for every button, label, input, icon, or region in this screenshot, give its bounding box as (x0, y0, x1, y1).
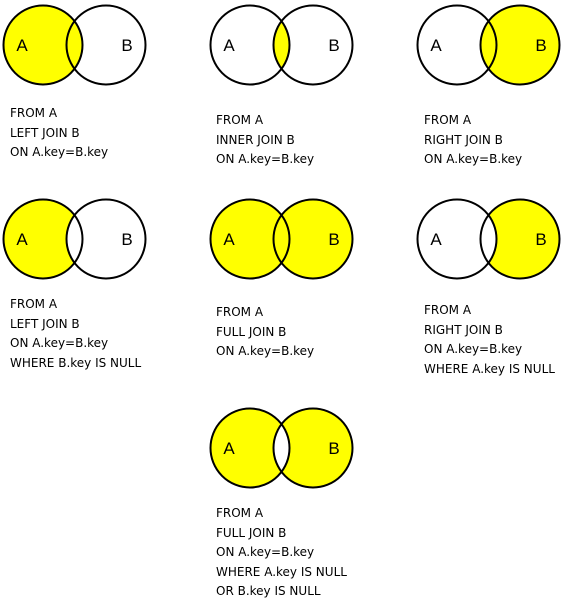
circle-a (416, 198, 498, 280)
circle-b (272, 407, 354, 489)
label-a: A (223, 36, 235, 55)
sql-line: ON A.key=B.key (216, 344, 315, 358)
sql-line: LEFT JOIN B (10, 316, 80, 331)
circle-b (272, 198, 354, 280)
circle-a (416, 4, 498, 86)
label-a: A (430, 230, 442, 249)
sql-line: WHERE A.key IS NULL (424, 361, 555, 376)
region-b-only (488, 5, 560, 85)
sql-right-join-exclusive: FROM A RIGHT JOIN B ON A.key=B.key WHERE A.… (424, 301, 555, 379)
sql-line: ON A.key=B.key (10, 145, 109, 159)
label-b: B (328, 230, 339, 249)
sql-line: ON A.key=B.key (424, 342, 523, 356)
sql-line: OR B.key IS NULL (216, 584, 321, 598)
sql-left-join: FROM A LEFT JOIN B ON A.key=B.key (10, 104, 108, 163)
sql-line: LEFT JOIN B (10, 125, 80, 140)
region-intersection (273, 21, 290, 69)
label-b: B (121, 36, 132, 55)
sql-line: ON A.key=B.key (10, 336, 109, 350)
label-a: A (16, 230, 28, 249)
sql-left-join-exclusive: FROM A LEFT JOIN B ON A.key=B.key WHERE B.k… (10, 295, 141, 373)
sql-line: FROM A (10, 106, 58, 120)
sql-inner-join: FROM A INNER JOIN B ON A.key=B.key (216, 111, 314, 170)
region-a-only (210, 408, 282, 488)
sql-line: FROM A (424, 113, 472, 127)
circle-a (209, 407, 291, 489)
sql-line: FULL JOIN B (216, 324, 287, 339)
sql-line: WHERE A.key IS NULL (216, 564, 347, 579)
region-intersection (273, 215, 290, 263)
region-b-only (488, 199, 560, 279)
sql-line: FULL JOIN B (216, 525, 287, 540)
label-b: B (535, 36, 546, 55)
sql-line: FROM A (424, 303, 472, 317)
label-a: A (16, 36, 28, 55)
sql-line: ON A.key=B.key (216, 545, 315, 559)
sql-full-join-exclusive: FROM A FULL JOIN B ON A.key=B.key WHERE A.k… (216, 504, 347, 602)
region-a-only (3, 5, 75, 85)
circle-b (65, 4, 147, 86)
region-a-only (210, 199, 282, 279)
circle-a (2, 4, 84, 86)
circle-b (65, 198, 147, 280)
sql-line: FROM A (10, 297, 58, 311)
circle-b (479, 4, 561, 86)
sql-line: ON A.key=B.key (216, 152, 315, 166)
circle-b (479, 198, 561, 280)
label-b: B (328, 439, 339, 458)
sql-line: INNER JOIN B (216, 132, 295, 147)
label-a: A (223, 439, 235, 458)
sql-line: FROM A (216, 506, 264, 520)
region-b-only (281, 199, 353, 279)
sql-line: FROM A (216, 305, 264, 319)
label-b: B (121, 230, 132, 249)
circle-a (209, 4, 291, 86)
sql-full-join: FROM A FULL JOIN B ON A.key=B.key (216, 303, 314, 362)
region-intersection (480, 21, 497, 69)
region-a-only (3, 199, 75, 279)
region-b-only (281, 408, 353, 488)
label-a: A (430, 36, 442, 55)
circle-a (2, 198, 84, 280)
label-b: B (328, 36, 339, 55)
sql-right-join: FROM A RIGHT JOIN B ON A.key=B.key (424, 111, 522, 170)
circle-a (209, 198, 291, 280)
label-a: A (223, 230, 235, 249)
sql-line: ON A.key=B.key (424, 152, 523, 166)
region-intersection (66, 21, 83, 69)
sql-line: RIGHT JOIN B (424, 322, 503, 337)
sql-line: RIGHT JOIN B (424, 132, 503, 147)
label-b: B (535, 230, 546, 249)
circle-b (272, 4, 354, 86)
sql-line: FROM A (216, 113, 264, 127)
sql-line: WHERE B.key IS NULL (10, 355, 142, 370)
